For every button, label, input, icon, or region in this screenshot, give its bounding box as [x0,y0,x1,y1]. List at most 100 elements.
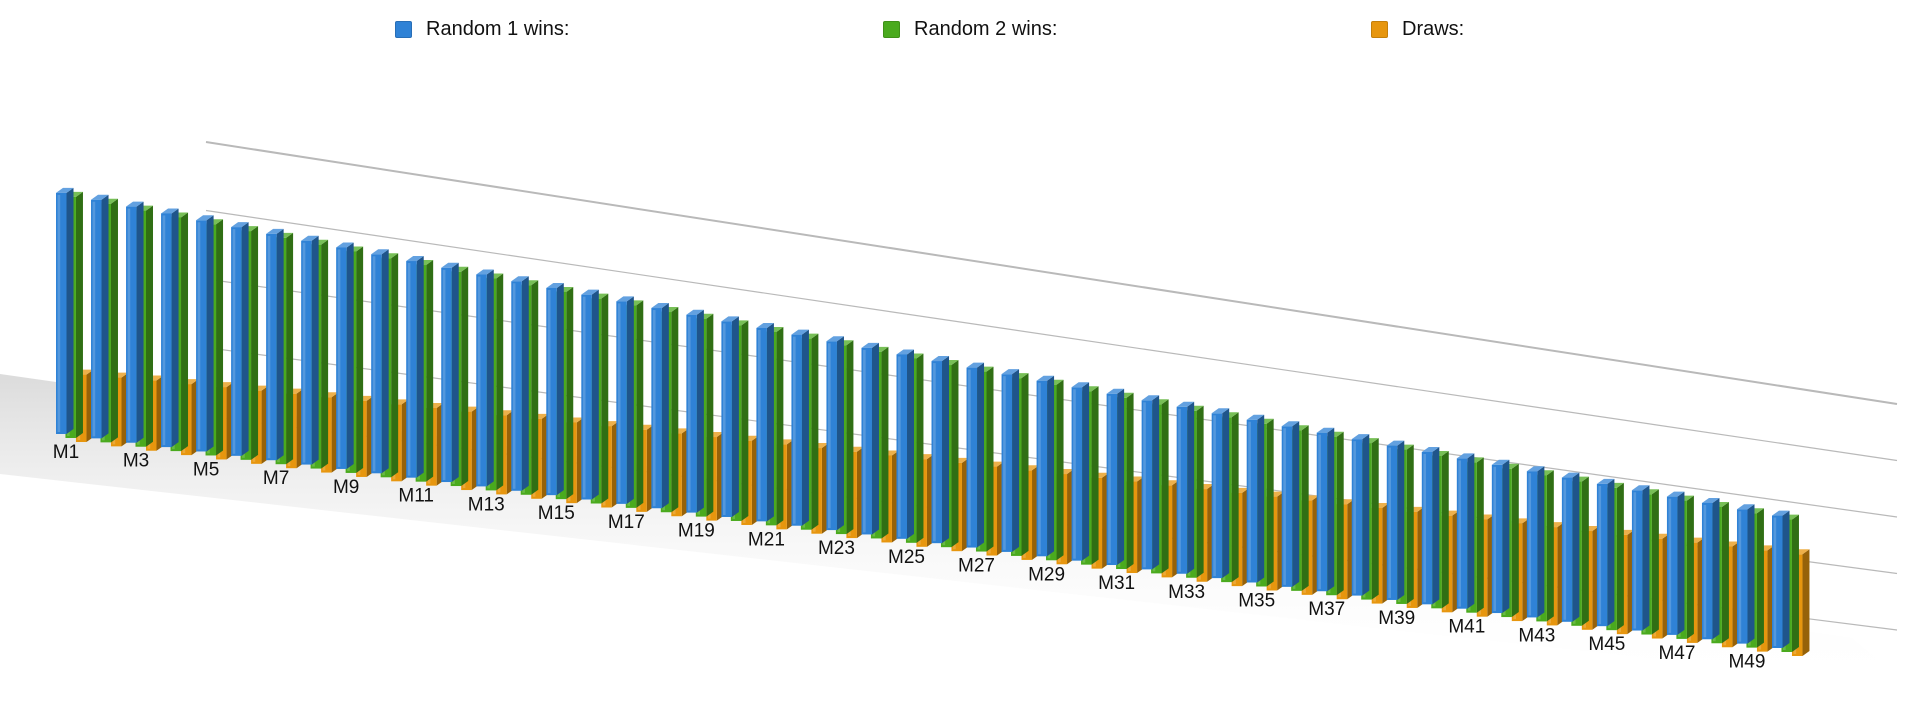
bar-random-1-wins-M37 [1316,427,1335,592]
bar-side [1091,386,1099,565]
bar-side [66,187,74,434]
bar-random-1-wins-M4 [161,208,179,448]
bar-highlight [722,323,726,515]
bar-front [861,347,872,535]
bar-side [1362,434,1370,596]
bar-random-1-wins-M20 [721,316,739,517]
bar-side [1686,495,1694,639]
bar-front [1106,393,1118,566]
bar-side [801,329,809,526]
legend-item-random2: Random 2 wins: [883,18,1057,41]
bar-side [671,307,679,513]
bar-side [942,356,950,544]
bar-side [1782,510,1790,648]
bar-top [161,208,179,214]
bar-highlight [92,201,96,437]
x-tick-label-M39: M39 [1378,608,1415,629]
bar-side [1712,497,1720,640]
legend-item-draws: Draws: [1371,18,1464,41]
bar-highlight [1668,498,1672,633]
bar-random-1-wins-M29 [1036,375,1055,557]
bar-top [1351,434,1370,440]
bar-top [231,222,249,228]
bar-side [741,320,749,521]
bar-side [1607,478,1615,627]
x-tick-label-M11: M11 [398,486,434,507]
bar-side [171,208,179,448]
bar-front [1211,413,1223,579]
bar-random-1-wins-M25 [896,349,914,539]
bar-highlight [1458,460,1462,607]
bar-random-1-wins-M7 [266,228,284,461]
bar-side [451,262,459,483]
bar-front [56,192,67,434]
bar-front [1141,400,1153,570]
bar-side [1117,388,1125,566]
bar-highlight [1563,479,1567,620]
bar-top [91,194,109,200]
bar-highlight [968,369,971,546]
bar-front [826,341,837,531]
bar-side [636,300,644,508]
legend-label-random2: Random 2 wins: [914,18,1058,40]
bar-top [1281,421,1300,427]
bar-random-1-wins-M50 [1772,510,1790,648]
bar-highlight [1493,466,1497,612]
bar-side [1152,395,1160,570]
x-tick-label-M23: M23 [818,538,855,559]
bar-side [251,226,259,460]
bar-top [966,362,985,368]
bar-front [1596,483,1608,627]
bar-random-1-wins-M39 [1386,440,1405,600]
bar-highlight [547,289,551,494]
bar-side [776,326,784,526]
bar-front [126,206,137,443]
bar-side [75,191,83,438]
bar-side [1616,482,1624,631]
legend-label-draws: Draws: [1402,18,1465,40]
bar-top [1316,427,1335,433]
bar-highlight [1423,454,1426,603]
bar-front [1631,490,1643,631]
bar-highlight [1038,382,1041,555]
bar-top [1596,478,1615,484]
bar-random-1-wins-M46 [1631,485,1650,631]
bar-random-1-wins-M1 [56,187,74,434]
bar-random-1-wins-M9 [336,242,354,469]
gridline-3750 [205,209,1898,462]
bar-side [696,309,704,513]
bar-side [1546,470,1554,622]
bar-top [371,249,389,255]
bar-side [1397,440,1405,600]
x-tick-label-M29: M29 [1028,564,1065,585]
bar-top [511,276,529,282]
bar-side [276,228,284,461]
x-tick-label-M33: M33 [1168,582,1205,603]
x-tick-label-M5: M5 [193,459,219,480]
bar-highlight [1283,428,1286,585]
bar-front [931,361,943,544]
bar-side [661,303,669,509]
bar-random-1-wins-M44 [1561,472,1580,622]
bar-front [266,233,277,461]
bar-front [616,301,627,504]
bar-front [301,240,312,465]
x-tick-label-M37: M37 [1308,599,1345,620]
bar-side [1301,425,1309,591]
bar-front [1246,419,1258,583]
x-tick-label-M49: M49 [1728,652,1765,673]
bar-random-1-wins-M11 [406,256,424,478]
bar-front [1281,426,1293,587]
bar-random-1-wins-M17 [616,296,634,504]
bar-side [110,198,118,443]
bar-top [546,282,564,288]
bar-side [846,340,854,535]
bar-front [1561,477,1573,622]
bar-top [1526,466,1545,472]
bar-highlight [793,336,796,524]
x-tick-label-M41: M41 [1448,617,1485,638]
bar-random-1-wins-M12 [441,262,459,483]
bar-top [861,342,879,348]
